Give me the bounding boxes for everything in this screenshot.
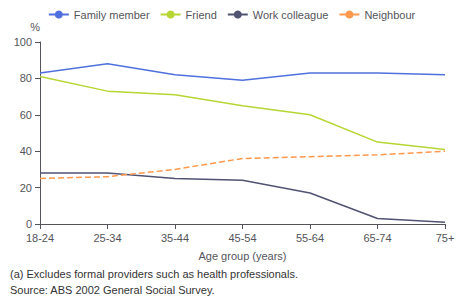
svg-text:0: 0 [26,218,32,230]
svg-text:Family member: Family member [74,9,150,21]
svg-text:75+: 75+ [436,232,455,244]
svg-text:Friend: Friend [186,9,217,21]
svg-text:25-34: 25-34 [93,232,121,244]
svg-text:Source: ABS 2002 General Socia: Source: ABS 2002 General Social Survey. [10,284,215,296]
svg-text:Neighbour: Neighbour [364,9,415,21]
svg-text:55-64: 55-64 [296,232,324,244]
svg-text:60: 60 [20,109,32,121]
svg-text:%: % [30,21,40,33]
svg-text:100: 100 [14,36,32,48]
svg-text:20: 20 [20,182,32,194]
svg-text:80: 80 [20,72,32,84]
svg-text:(a) Excludes formal providers: (a) Excludes formal providers such as he… [10,268,298,280]
svg-text:Work colleague: Work colleague [253,9,329,21]
svg-text:35-44: 35-44 [161,232,189,244]
svg-text:45-54: 45-54 [228,232,256,244]
svg-text:Age group (years): Age group (years) [198,250,286,262]
svg-text:65-74: 65-74 [363,232,391,244]
svg-text:18-24: 18-24 [26,232,54,244]
svg-text:40: 40 [20,145,32,157]
